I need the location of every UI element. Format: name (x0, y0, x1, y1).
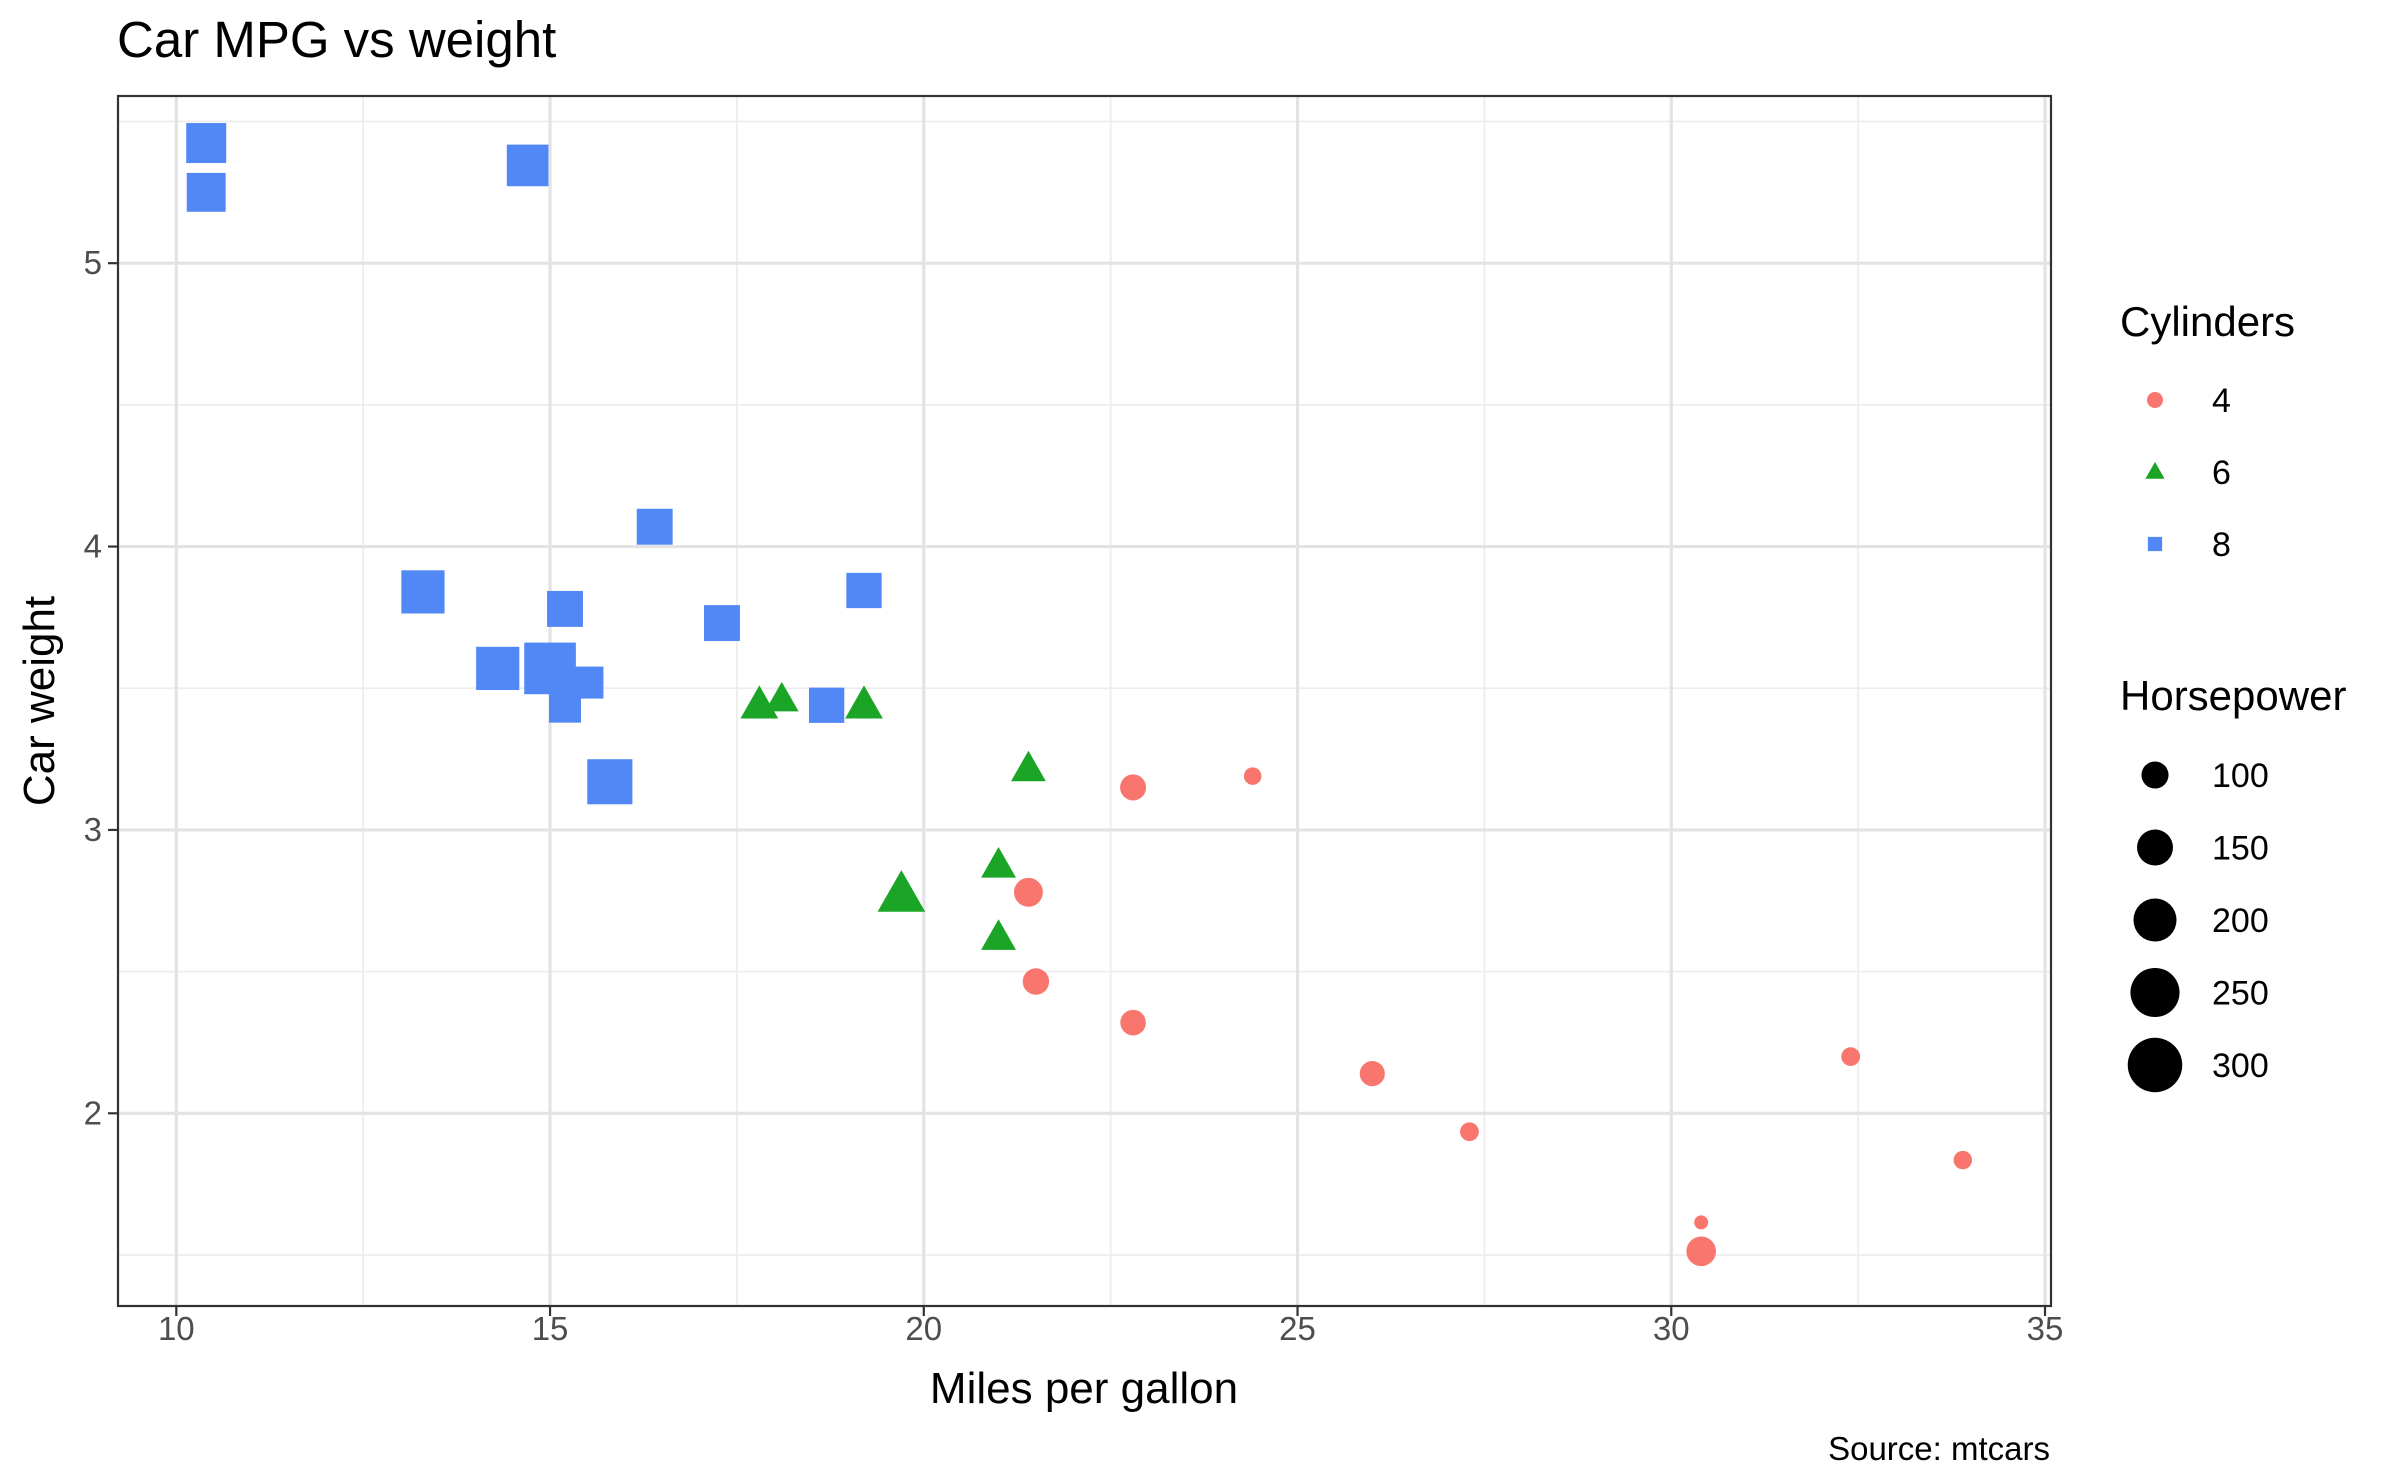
y-tick-label: 5 (84, 244, 102, 281)
point-cyl-6 (981, 919, 1016, 950)
point-cyl-4 (1359, 1061, 1385, 1087)
y-tick-label: 3 (84, 811, 102, 848)
series-cyl-6 (740, 681, 1046, 950)
legend-cylinders-item: 4 (2147, 382, 2231, 420)
x-tick-label: 15 (532, 1310, 569, 1347)
point-cyl-8 (846, 572, 882, 609)
data-points (186, 123, 1973, 1267)
legend-cylinders-item: 8 (2147, 526, 2231, 564)
point-cyl-6 (877, 870, 926, 912)
x-tick-label: 35 (2027, 1310, 2064, 1347)
legend-cylinders: Cylinders 4 6 8 (2120, 298, 2295, 564)
point-cyl-8 (506, 144, 549, 187)
point-cyl-4 (1686, 1236, 1716, 1267)
legend-horsepower-item: 250 (2130, 967, 2269, 1018)
x-tick-label: 20 (905, 1310, 942, 1347)
point-cyl-8 (186, 172, 226, 212)
point-cyl-8 (636, 508, 673, 545)
point-cyl-4 (1694, 1215, 1709, 1230)
legend-size-key (2137, 829, 2173, 866)
y-tick-label: 2 (84, 1094, 102, 1131)
x-axis-title: Miles per gallon (930, 1364, 1238, 1413)
point-cyl-8 (808, 687, 845, 723)
legend-horsepower-label: 100 (2212, 757, 2269, 795)
legend-horsepower-title: Horsepower (2120, 672, 2346, 719)
point-cyl-8 (704, 605, 740, 642)
legend-horsepower-item: 100 (2141, 757, 2269, 795)
legend-size-key (2130, 967, 2180, 1018)
point-cyl-6 (764, 681, 799, 712)
legend-key-square (2147, 536, 2163, 552)
point-cyl-6 (845, 685, 883, 719)
legend-cylinders-item: 6 (2145, 454, 2231, 492)
legend-size-key (2127, 1037, 2183, 1093)
point-cyl-8 (547, 590, 583, 627)
legend-horsepower-item: 200 (2133, 898, 2269, 942)
x-tick-label: 30 (1653, 1310, 1690, 1347)
legend-size-key (2141, 761, 2169, 789)
legend-horsepower-label: 200 (2212, 902, 2269, 940)
legend-horsepower-item: 150 (2137, 830, 2269, 868)
point-cyl-8 (476, 646, 520, 691)
legend-cylinders-label: 8 (2212, 526, 2231, 564)
legend-size-key (2133, 898, 2177, 942)
point-cyl-6 (981, 847, 1016, 878)
legend-key-circle (2147, 392, 2163, 408)
point-cyl-4 (1841, 1047, 1861, 1067)
y-axis: 2 3 4 5 (84, 244, 118, 1131)
x-axis: 10 15 20 25 30 35 (158, 1306, 2063, 1347)
point-cyl-4 (1953, 1150, 1973, 1170)
legend-horsepower-label: 250 (2212, 975, 2269, 1013)
y-axis-title: Car weight (15, 596, 64, 806)
point-cyl-4 (1460, 1122, 1479, 1142)
point-cyl-8 (524, 642, 576, 695)
point-cyl-4 (1120, 1009, 1146, 1036)
y-tick-label: 4 (84, 528, 102, 565)
legend-cylinders-title: Cylinders (2120, 298, 2295, 345)
legend-key-triangle (2145, 461, 2165, 479)
point-cyl-6 (740, 685, 779, 719)
legend-cylinders-label: 4 (2212, 382, 2231, 420)
point-cyl-8 (401, 570, 445, 614)
major-gridlines (118, 96, 2051, 1306)
legend-horsepower: Horsepower 100 150 200 250 300 (2120, 672, 2346, 1093)
series-cyl-4 (1013, 767, 1973, 1267)
chart-title: Car MPG vs weight (117, 11, 556, 68)
point-cyl-8 (548, 690, 581, 723)
legend-horsepower-label: 300 (2212, 1047, 2269, 1085)
series-cyl-8 (186, 123, 882, 805)
legend-horsepower-item: 300 (2127, 1037, 2269, 1093)
point-cyl-4 (1013, 877, 1043, 907)
minor-gridlines (118, 96, 2051, 1306)
point-cyl-4 (1243, 767, 1262, 785)
x-tick-label: 25 (1279, 1310, 1316, 1347)
legend-cylinders-label: 6 (2212, 454, 2231, 492)
x-tick-label: 10 (158, 1310, 195, 1347)
legend-horsepower-label: 150 (2212, 830, 2269, 868)
point-cyl-8 (186, 123, 227, 164)
point-cyl-4 (1022, 968, 1050, 995)
point-cyl-4 (1120, 774, 1147, 801)
point-cyl-6 (1010, 750, 1046, 782)
point-cyl-8 (587, 759, 633, 805)
panel-border (116, 94, 2053, 1308)
chart-caption: Source: mtcars (1828, 1430, 2050, 1467)
